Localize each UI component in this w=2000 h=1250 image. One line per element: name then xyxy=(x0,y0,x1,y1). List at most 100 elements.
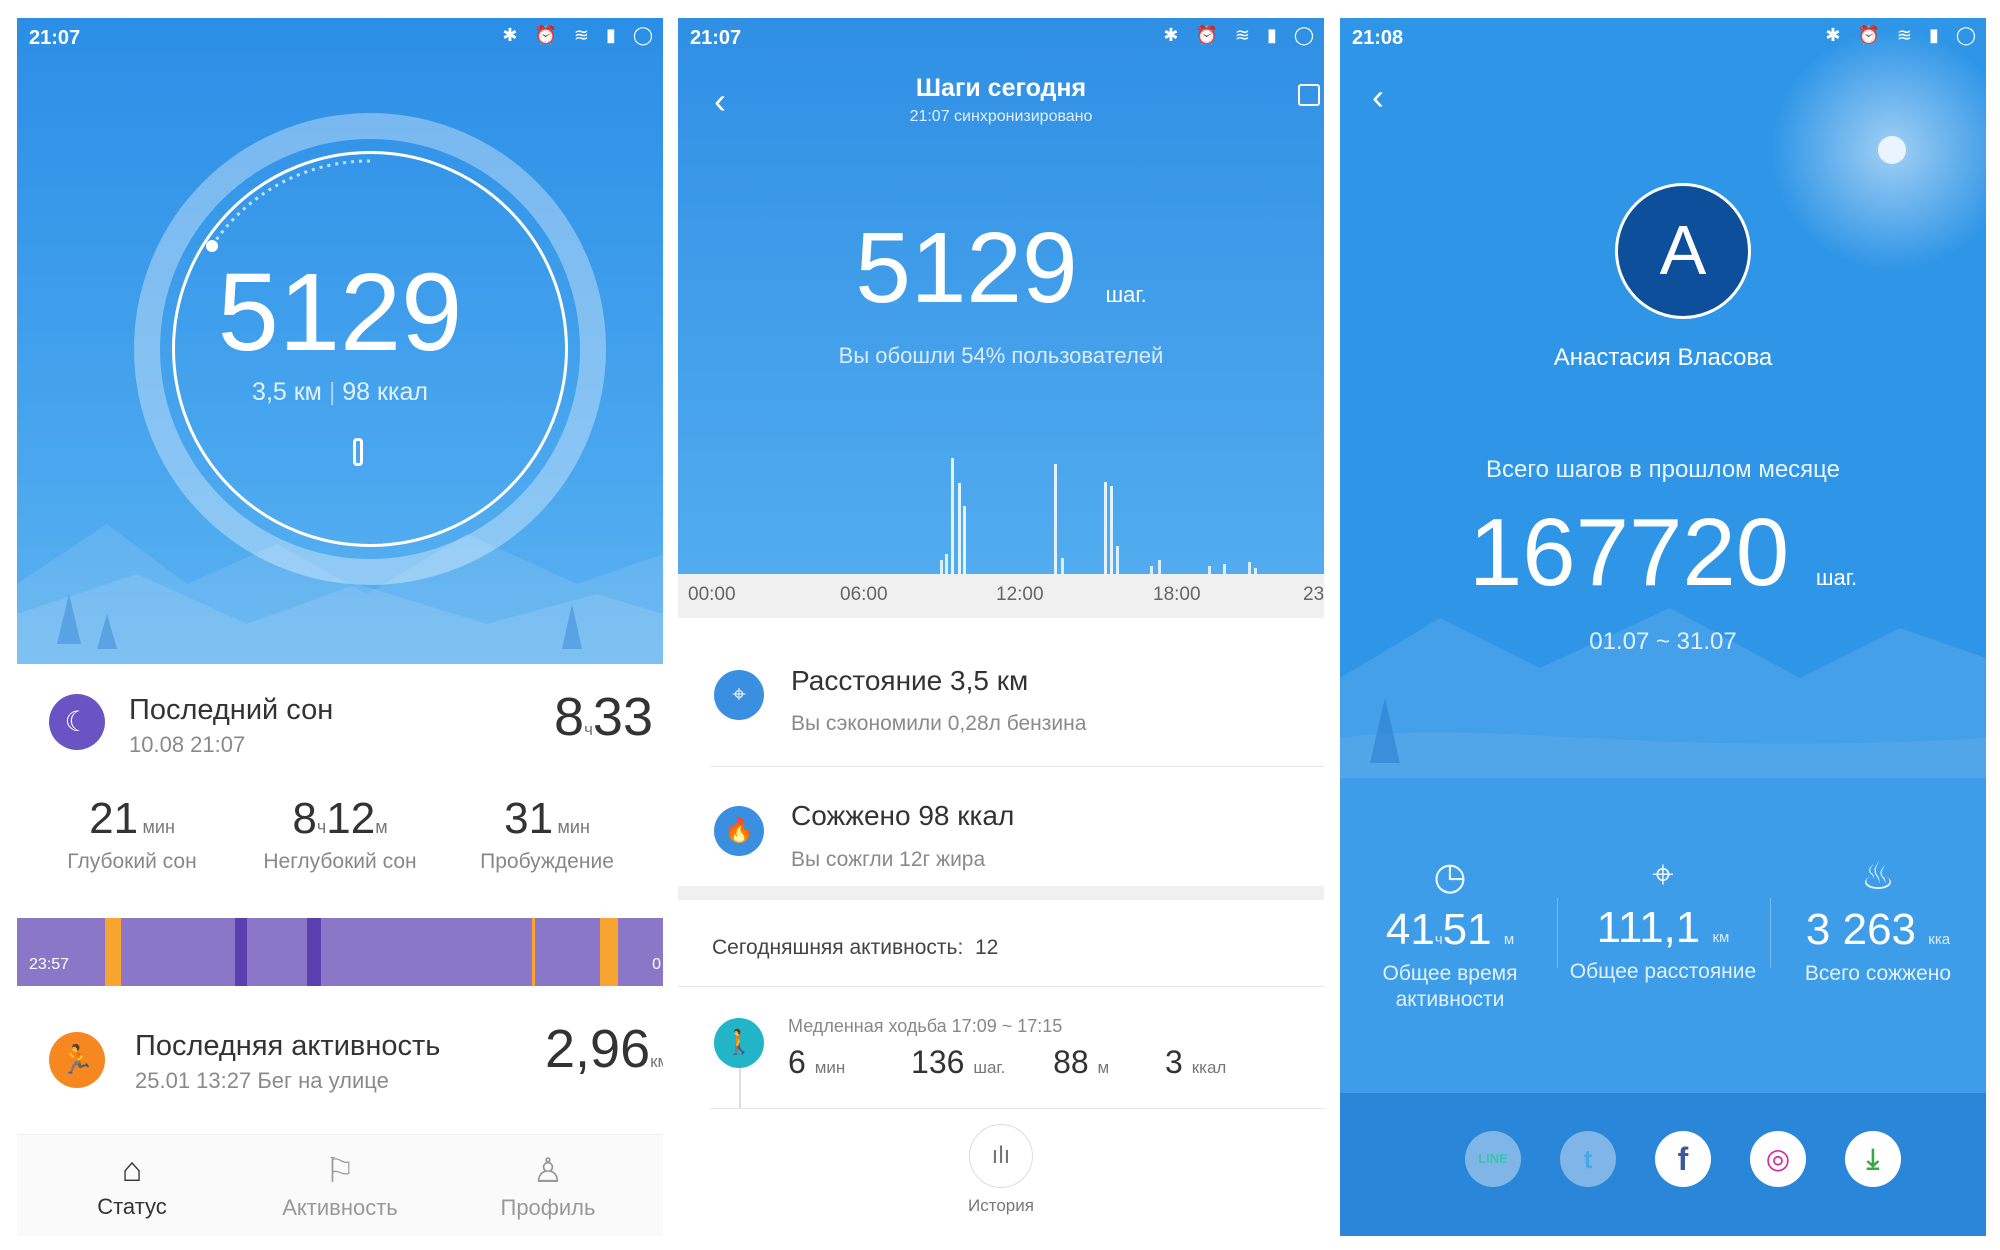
deep-sleep-unit: мин xyxy=(142,817,175,837)
active-hours-unit: ч xyxy=(1434,931,1443,948)
history-button[interactable]: ılı История xyxy=(678,1124,1324,1216)
moon-icon: ☾ xyxy=(49,694,105,750)
burned-title-prefix: Сожжено xyxy=(791,800,919,831)
last-activity-card[interactable]: 🏃 Последняя активность 25.01 13:27 Бег н… xyxy=(17,1002,663,1122)
back-icon[interactable]: ‹ xyxy=(1372,76,1384,117)
total-burned-stat: ♨ 3 263 кка Всего сожжено xyxy=(1770,854,1986,987)
total-burned-label: Всего сожжено xyxy=(1804,962,1952,985)
status-time: 21:07 xyxy=(690,27,742,49)
distance-subtitle: Вы сэкономили 0,28л бензина xyxy=(791,712,1087,735)
light-sleep-stat: 8ч12м Неглубокий сон xyxy=(240,794,440,874)
walk-activity-item[interactable]: 🚶 Медленная ходьба 17:09 ~ 17:15 6 мин 1… xyxy=(678,1008,1324,1108)
location-pin-icon: ⌖ xyxy=(1652,854,1674,896)
walk-meters: 88 xyxy=(1053,1044,1089,1080)
back-icon[interactable]: ‹ xyxy=(714,80,726,121)
distance-calories: 3,5 км | 98 ккал xyxy=(252,378,428,406)
distance-value: 3,5 км xyxy=(252,378,322,406)
avatar[interactable]: A xyxy=(1615,183,1751,319)
distance-title-value: 3,5 км xyxy=(950,665,1029,696)
sleep-bar-end: 0 xyxy=(652,956,661,973)
x-tick: 06:00 xyxy=(840,584,888,605)
sleep-segment xyxy=(235,918,247,986)
user-name: Анастасия Власова xyxy=(1553,344,1773,371)
home-icon: ⌂ xyxy=(121,1151,143,1189)
distance-value: 111,1 xyxy=(1596,903,1701,952)
deep-sleep-label: Глубокий сон xyxy=(67,850,197,873)
sleep-segment xyxy=(105,918,121,986)
sleep-segment xyxy=(532,918,535,986)
tab-activity[interactable]: ⚐ Активность xyxy=(250,1151,430,1221)
page-title: Шаги сегодня xyxy=(915,74,1087,102)
walk-minutes-unit: мин xyxy=(814,1058,846,1077)
divider xyxy=(678,986,1324,987)
divider xyxy=(710,766,1324,767)
burned-title-value: 98 ккал xyxy=(918,800,1015,831)
twitter-share-icon[interactable]: t xyxy=(1560,1131,1616,1187)
download-share-icon[interactable]: ⤓ xyxy=(1845,1131,1901,1187)
sleep-bar-start: 23:57 xyxy=(29,956,70,973)
walk-kcal: 3 xyxy=(1165,1044,1183,1080)
sleep-timeline-bar[interactable]: 23:57 0 xyxy=(17,918,663,986)
today-activity-header: Сегодняшняя активность: 12 xyxy=(712,936,998,960)
total-distance-value: 111,1 км xyxy=(1558,903,1768,953)
month-label: Всего шагов в прошлом месяце xyxy=(1485,456,1840,483)
status-icons: ✱ ⏰ ≋ ▮ ◯ xyxy=(502,25,659,45)
sleep-minutes: 33 xyxy=(592,687,653,747)
status-screen: 5129 3,5 км | 98 ккал 21:07 ✱ ⏰ ≋ ▮ ◯ ☾ … xyxy=(17,18,663,1236)
last-activity-subtitle: 25.01 13:27 Бег на улице xyxy=(135,1068,389,1093)
distance-unit: км xyxy=(1712,929,1730,946)
distance-card[interactable]: ⌖ Расстояние 3,5 км Вы сэкономили 0,28л … xyxy=(678,630,1324,765)
tab-status[interactable]: ⌂ Статус xyxy=(42,1151,222,1220)
line-share-icon[interactable]: LINE xyxy=(1465,1131,1521,1187)
active-time-label-line2: активности xyxy=(1395,988,1505,1011)
light-sleep-minutes-unit: м xyxy=(375,817,388,837)
x-tick: 00:00 xyxy=(688,584,736,605)
share-icon[interactable] xyxy=(1298,84,1320,106)
light-sleep-label: Неглубокий сон xyxy=(263,850,417,873)
today-activity-label: Сегодняшняя активность: xyxy=(712,936,964,959)
tab-activity-label: Активность xyxy=(282,1195,398,1220)
tab-profile[interactable]: ♙ Профиль xyxy=(458,1151,638,1221)
awake-unit: мин xyxy=(557,817,590,837)
total-distance-label: Общее расстояние xyxy=(1569,960,1757,983)
clock-icon: ◷ xyxy=(1433,856,1467,898)
deep-sleep-value: 21 xyxy=(89,794,139,843)
last-sleep-title: Последний сон xyxy=(129,694,334,726)
burned-title: Сожжено 98 ккал xyxy=(791,800,1014,832)
sleep-segment xyxy=(307,918,321,986)
flame-icon: ♨ xyxy=(1860,856,1896,898)
steps-unit: шаг. xyxy=(1105,282,1147,307)
active-minutes-unit: м xyxy=(1503,931,1515,948)
walk-stats: 6 мин 136 шаг. 88 м 3 ккал xyxy=(788,1044,1226,1081)
status-icons: ✱ ⏰ ≋ ▮ ◯ xyxy=(1825,25,1982,45)
status-bar: 21:07 ✱ ⏰ ≋ ▮ ◯ xyxy=(17,18,663,58)
active-time-label: Общее время активности xyxy=(1345,961,1555,1013)
activity-value: 2,96 xyxy=(545,1019,651,1079)
active-hours: 41 xyxy=(1385,905,1435,954)
active-time-value: 41ч51 м xyxy=(1345,905,1555,955)
active-time-label-line1: Общее время xyxy=(1382,962,1518,985)
status-time: 21:07 xyxy=(29,27,81,49)
section-separator xyxy=(678,886,1324,900)
instagram-share-icon[interactable]: ◎ xyxy=(1750,1131,1806,1187)
burned-card[interactable]: 🔥 Сожжено 98 ккал Вы сожгли 12г жира xyxy=(678,768,1324,886)
bottom-tab-bar: ⌂ Статус ⚐ Активность ♙ Профиль xyxy=(17,1134,663,1236)
last-sleep-card[interactable]: ☾ Последний сон 10.08 21:07 8ч33 21 мин … xyxy=(17,664,663,904)
walk-steps-unit: шаг. xyxy=(973,1058,1006,1077)
light-sleep-hours-unit: ч xyxy=(316,817,327,837)
running-icon: 🏃 xyxy=(49,1032,105,1088)
last-sleep-date: 10.08 21:07 xyxy=(129,732,246,757)
active-minutes: 51 xyxy=(1442,905,1492,954)
status-icons: ✱ ⏰ ≋ ▮ ◯ xyxy=(1163,25,1320,45)
status-bar: 21:08 ✱ ⏰ ≋ ▮ ◯ xyxy=(1340,18,1986,58)
facebook-share-icon[interactable]: f xyxy=(1655,1131,1711,1187)
today-activity-count: 12 xyxy=(974,936,999,959)
progress-ring-inner xyxy=(172,151,568,547)
total-distance-stat: ⌖ 111,1 км Общее расстояние xyxy=(1558,854,1768,985)
walk-kcal-unit: ккал xyxy=(1191,1058,1227,1077)
x-tick: 23 xyxy=(1303,584,1324,605)
month-steps: 167720 шаг. xyxy=(1340,498,1986,633)
date-range: 01.07 ~ 31.07 xyxy=(1589,628,1737,655)
distance-title-prefix: Расстояние xyxy=(791,665,951,696)
background-decoration xyxy=(1340,30,1986,1093)
